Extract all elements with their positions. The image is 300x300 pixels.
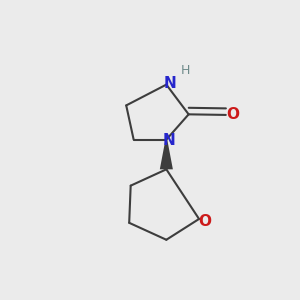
Polygon shape	[160, 140, 173, 169]
Text: N: N	[164, 76, 176, 91]
Text: N: N	[163, 133, 176, 148]
Text: O: O	[199, 214, 212, 229]
Text: O: O	[226, 107, 239, 122]
Text: H: H	[181, 64, 190, 77]
